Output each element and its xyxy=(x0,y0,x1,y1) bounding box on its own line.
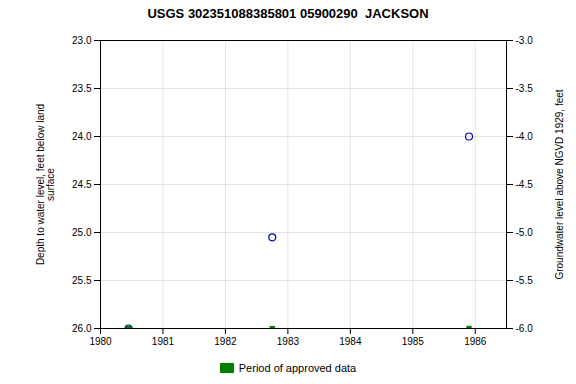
svg-text:23.0: 23.0 xyxy=(72,35,92,46)
html-text:USGS 302351088385801 05900290: USGS 302351088385801 05900290 JACKSON xyxy=(147,6,429,21)
svg-text:Groundwater level above NGVD 1: Groundwater level above NGVD 1929, feet xyxy=(554,89,565,279)
svg-text:-4.0: -4.0 xyxy=(516,131,534,142)
svg-text:26.0: 26.0 xyxy=(72,323,92,334)
svg-text:24.5: 24.5 xyxy=(72,179,92,190)
svg-text:1983: 1983 xyxy=(277,336,300,347)
svg-text:-6.0: -6.0 xyxy=(516,323,534,334)
svg-text:23.5: 23.5 xyxy=(72,83,92,94)
html-text:Period of approved data: Period of approved data xyxy=(238,362,357,374)
svg-text:-3.0: -3.0 xyxy=(516,35,534,46)
svg-text:1985: 1985 xyxy=(402,336,425,347)
svg-text:-5.0: -5.0 xyxy=(516,227,534,238)
svg-text:1982: 1982 xyxy=(214,336,237,347)
svg-text:25.0: 25.0 xyxy=(72,227,92,238)
svg-text:24.0: 24.0 xyxy=(72,131,92,142)
svg-text:-3.5: -3.5 xyxy=(516,83,534,94)
svg-text:-5.5: -5.5 xyxy=(516,275,534,286)
svg-text:1981: 1981 xyxy=(152,336,175,347)
svg-text:1984: 1984 xyxy=(339,336,362,347)
svg-text:1980: 1980 xyxy=(89,336,112,347)
svg-text:-4.5: -4.5 xyxy=(516,179,534,190)
svg-text:Depth to water level, feet bel: Depth to water level, feet below landsur… xyxy=(35,104,56,265)
svg-text:1986: 1986 xyxy=(464,336,487,347)
svg-text:25.5: 25.5 xyxy=(72,275,92,286)
